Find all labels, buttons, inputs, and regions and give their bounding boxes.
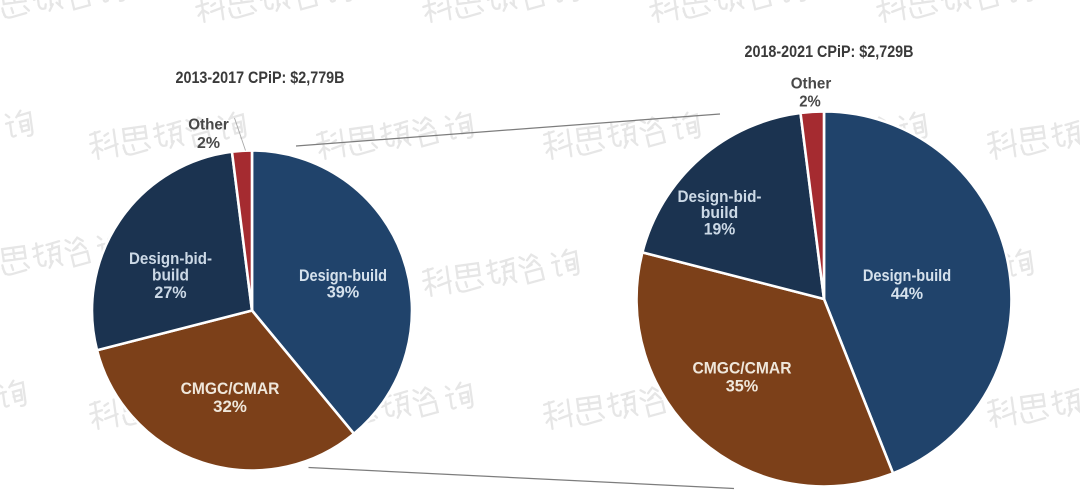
svg-text:Design-bid-: Design-bid- <box>129 249 212 268</box>
svg-text:32%: 32% <box>213 397 247 416</box>
svg-text:Design-bid-: Design-bid- <box>678 187 762 206</box>
svg-text:2013-2017 CPiP: $2,779B: 2013-2017 CPiP: $2,779B <box>176 69 345 87</box>
svg-text:Other: Other <box>188 117 229 134</box>
svg-text:2%: 2% <box>799 94 821 111</box>
svg-text:39%: 39% <box>327 283 360 302</box>
svg-text:19%: 19% <box>704 220 736 239</box>
svg-text:CMGC/CMAR: CMGC/CMAR <box>181 379 280 398</box>
svg-text:27%: 27% <box>154 283 186 302</box>
svg-text:Design-build: Design-build <box>863 266 951 285</box>
svg-text:Design-build: Design-build <box>299 266 387 285</box>
svg-text:build: build <box>152 266 189 285</box>
svg-text:Other: Other <box>791 76 832 93</box>
svg-text:build: build <box>701 203 739 222</box>
svg-text:44%: 44% <box>891 284 923 303</box>
svg-text:2018-2021 CPiP: $2,729B: 2018-2021 CPiP: $2,729B <box>745 43 914 61</box>
svg-text:2%: 2% <box>197 135 220 152</box>
svg-text:35%: 35% <box>726 377 759 396</box>
svg-text:CMGC/CMAR: CMGC/CMAR <box>693 359 792 378</box>
